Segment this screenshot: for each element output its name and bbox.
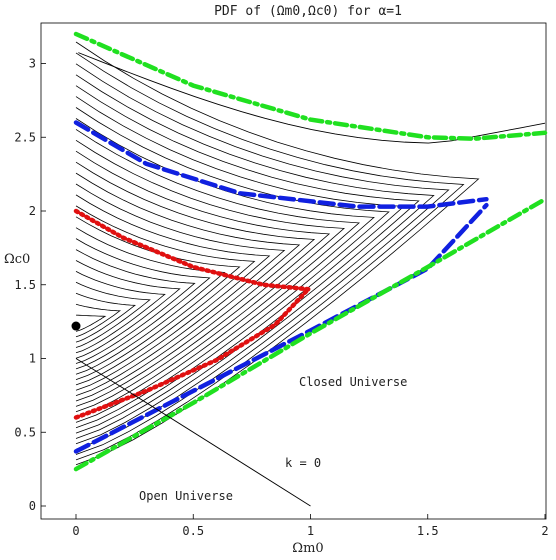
black-contour [75,281,151,348]
black-contour [75,52,465,461]
y-tick-label: 1.5 [14,278,36,292]
black-contour [75,194,271,391]
y-tick-label: 2 [29,204,36,218]
plot-frame [40,22,547,520]
series-blue-upper [73,120,489,209]
series-layer [73,31,548,472]
black-contour [75,205,256,386]
y-tick-label: 0 [29,499,36,513]
black-contour [75,41,480,466]
series-green-upper [73,31,548,141]
series-blue-lower [73,202,489,454]
series-red-lower [73,286,311,420]
flat-universe-line [75,358,311,507]
black-contour [75,271,166,354]
open-universe-label: Open Universe [139,489,233,503]
axis-ticks: 0 0.5 1 1.5 2 0 0.5 1 1.5 2 2.5 3 [14,57,548,539]
chart-title: PDF of (Ωm0,Ωc0) for α=1 [214,4,402,19]
x-axis-label: Ωm0 [292,541,323,556]
flat-line-label: k = 0 [285,456,321,470]
black-contour [75,150,331,413]
x-tick-label: 0.5 [182,524,204,538]
black-contour [75,161,316,407]
y-tick-label: 1 [29,352,36,366]
y-tick-label: 2.5 [14,130,36,144]
black-contour [75,314,107,332]
black-contour [75,183,286,396]
peak-point [71,321,81,331]
black-contour [75,303,122,338]
black-contour [75,260,181,359]
black-contour [75,249,196,364]
black-contour [75,85,420,445]
black-contour [75,227,226,375]
series-red-upper [73,208,311,292]
black-contour [75,292,136,343]
y-tick-label: 0.5 [14,425,36,439]
black-contour [75,172,301,402]
black-contour [75,74,435,450]
x-tick-label: 1.5 [417,524,439,538]
y-axis-label: Ωc0 [4,252,30,267]
x-tick-label: 2 [541,524,548,538]
black-contour [75,129,360,423]
closed-universe-label: Closed Universe [299,375,407,389]
x-tick-label: 1 [307,524,314,538]
black-contour [75,139,345,418]
series-green-lower [73,196,548,472]
black-contour [75,238,211,370]
y-tick-label: 3 [29,57,36,71]
black-contour [75,216,241,380]
x-tick-label: 0 [72,524,79,538]
black-contour-group [75,41,546,466]
